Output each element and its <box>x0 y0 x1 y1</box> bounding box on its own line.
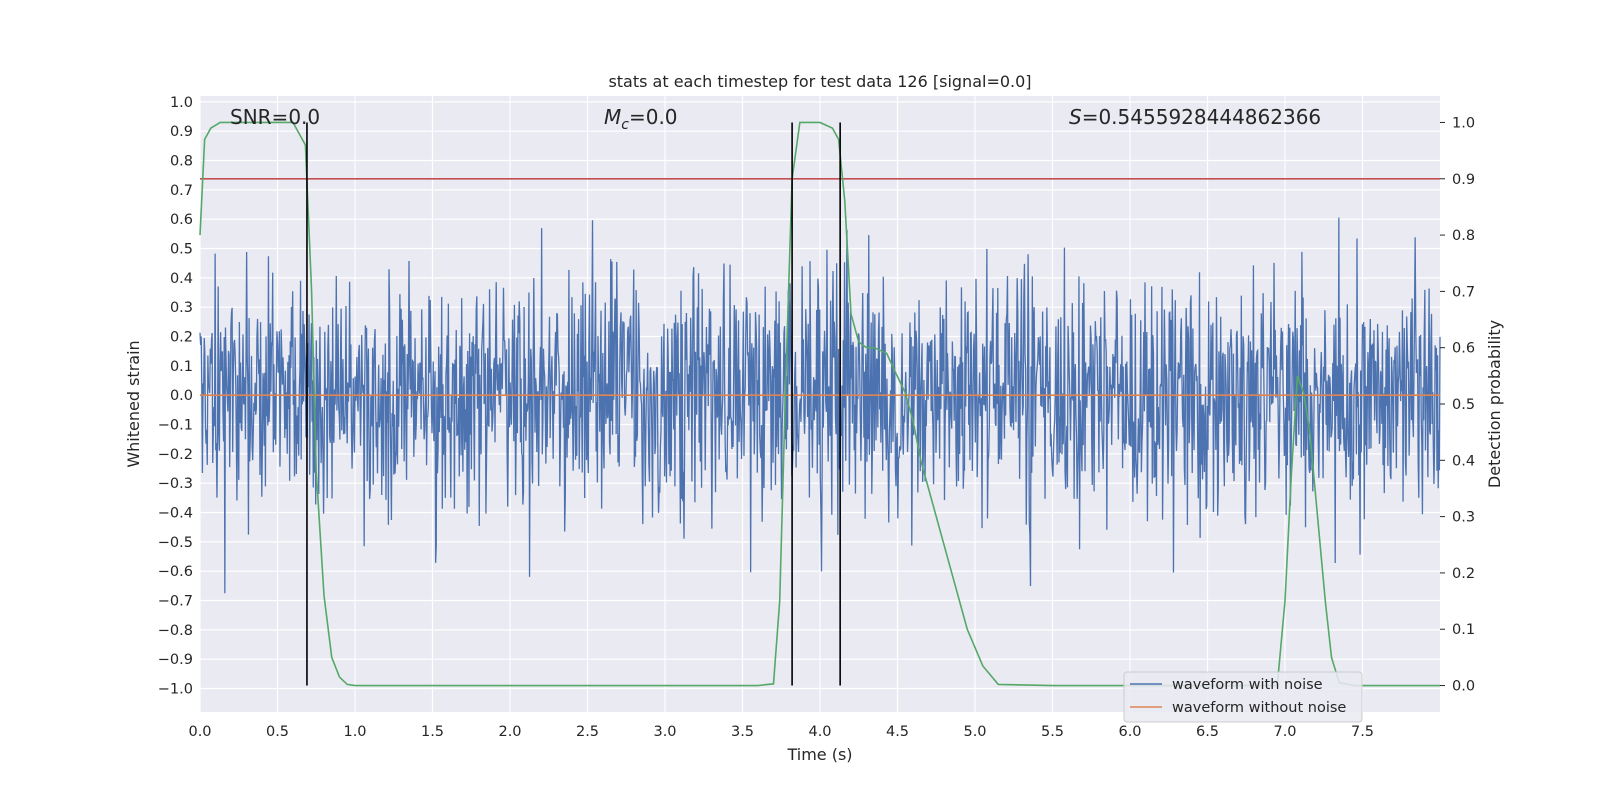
y-tick-label: −0.3 <box>158 476 193 492</box>
x-tick-label: 6.5 <box>1196 724 1219 740</box>
y-tick-label: 0.0 <box>170 388 193 404</box>
x-tick-label: 5.5 <box>1041 724 1064 740</box>
x-tick-label: 0.0 <box>188 724 211 740</box>
y2-tick-label: 0.7 <box>1452 284 1475 300</box>
snr-annotation: SNR=0.0 <box>230 105 320 129</box>
y2-tick-label: 1.0 <box>1452 115 1475 131</box>
s-score-annotation: S=0.5455928444862366 <box>1069 105 1321 129</box>
x-tick-label: 3.0 <box>653 724 676 740</box>
x-tick-label: 6.0 <box>1118 724 1141 740</box>
y-tick-label: 0.1 <box>170 359 193 375</box>
y-tick-label: −0.8 <box>158 623 193 639</box>
x-tick-label: 4.0 <box>808 724 831 740</box>
x-tick-label: 2.5 <box>576 724 599 740</box>
y-tick-label: −0.5 <box>158 535 193 551</box>
y2-tick-label: 0.4 <box>1452 453 1475 469</box>
y2-tick-label: 0.3 <box>1452 510 1475 526</box>
y-tick-label: −0.6 <box>158 564 193 580</box>
chirp-mass-annotation: Mc=0.0 <box>604 105 678 133</box>
y2-tick-label: 0.0 <box>1452 679 1475 695</box>
y2-tick-label: 0.5 <box>1452 397 1475 413</box>
y-tick-label: 0.4 <box>170 271 193 287</box>
x-axis-label: Time (s) <box>786 745 852 764</box>
chart-title: stats at each timestep for test data 126… <box>608 72 1031 91</box>
y-tick-label: 0.6 <box>170 212 193 228</box>
y-tick-label: −0.9 <box>158 652 193 668</box>
x-tick-label: 5.0 <box>963 724 986 740</box>
y-tick-label: −0.2 <box>158 447 193 463</box>
x-tick-label: 4.5 <box>886 724 909 740</box>
y-tick-label: 0.8 <box>170 154 193 170</box>
y-tick-label: −0.4 <box>158 506 193 522</box>
x-tick-label: 0.5 <box>266 724 289 740</box>
x-tick-labels: 0.0 0.5 1.0 1.5 2.0 2.5 3.0 3.5 4.0 4.5 5.0 5.5 6.0 6… <box>188 724 1374 740</box>
x-tick-label: 1.5 <box>421 724 444 740</box>
x-tick-label: 7.0 <box>1273 724 1296 740</box>
legend: waveform with noise waveform without noi… <box>1123 671 1363 723</box>
x-tick-label: 1.0 <box>343 724 366 740</box>
y-tick-label: 0.3 <box>170 300 193 316</box>
y-tick-label: −0.1 <box>158 418 193 434</box>
y2-tick-label: 0.1 <box>1452 622 1475 638</box>
y2-tick-label: 0.6 <box>1452 341 1475 357</box>
y2-tick-labels: 1.0 0.9 0.8 0.7 0.6 0.5 0.4 0.3 0.2 0.1 0.0 <box>1440 115 1475 695</box>
y-tick-label: −0.7 <box>158 594 193 610</box>
y-tick-label: 0.9 <box>170 124 193 140</box>
noise-waveform <box>199 217 1441 594</box>
noise-waveform-line <box>199 217 1441 594</box>
y2-tick-label: 0.9 <box>1452 172 1475 188</box>
y-tick-label: 1.0 <box>170 95 193 111</box>
legend-box <box>1123 671 1363 723</box>
legend-label-with-noise: waveform with noise <box>1172 677 1323 693</box>
legend-label-without-noise: waveform without noise <box>1172 700 1346 716</box>
x-tick-label: 3.5 <box>731 724 754 740</box>
x-tick-label: 2.0 <box>498 724 521 740</box>
y-tick-label: 0.5 <box>170 242 193 258</box>
y2-tick-label: 0.2 <box>1452 566 1475 582</box>
y-tick-label: 0.7 <box>170 183 193 199</box>
y2-tick-label: 0.8 <box>1452 228 1475 244</box>
x-tick-label: 7.5 <box>1351 724 1374 740</box>
vertical-markers <box>306 122 841 686</box>
y-tick-label: −1.0 <box>158 682 193 698</box>
y-tick-labels: 1.0 0.9 0.8 0.7 0.6 0.5 0.4 0.3 0.2 0.1 0.0 −0.1 −0.… <box>158 95 193 698</box>
y2-axis-label: Detection probability <box>1485 320 1504 488</box>
y-axis-label: Whitened strain <box>124 340 143 467</box>
y-tick-label: 0.2 <box>170 330 193 346</box>
